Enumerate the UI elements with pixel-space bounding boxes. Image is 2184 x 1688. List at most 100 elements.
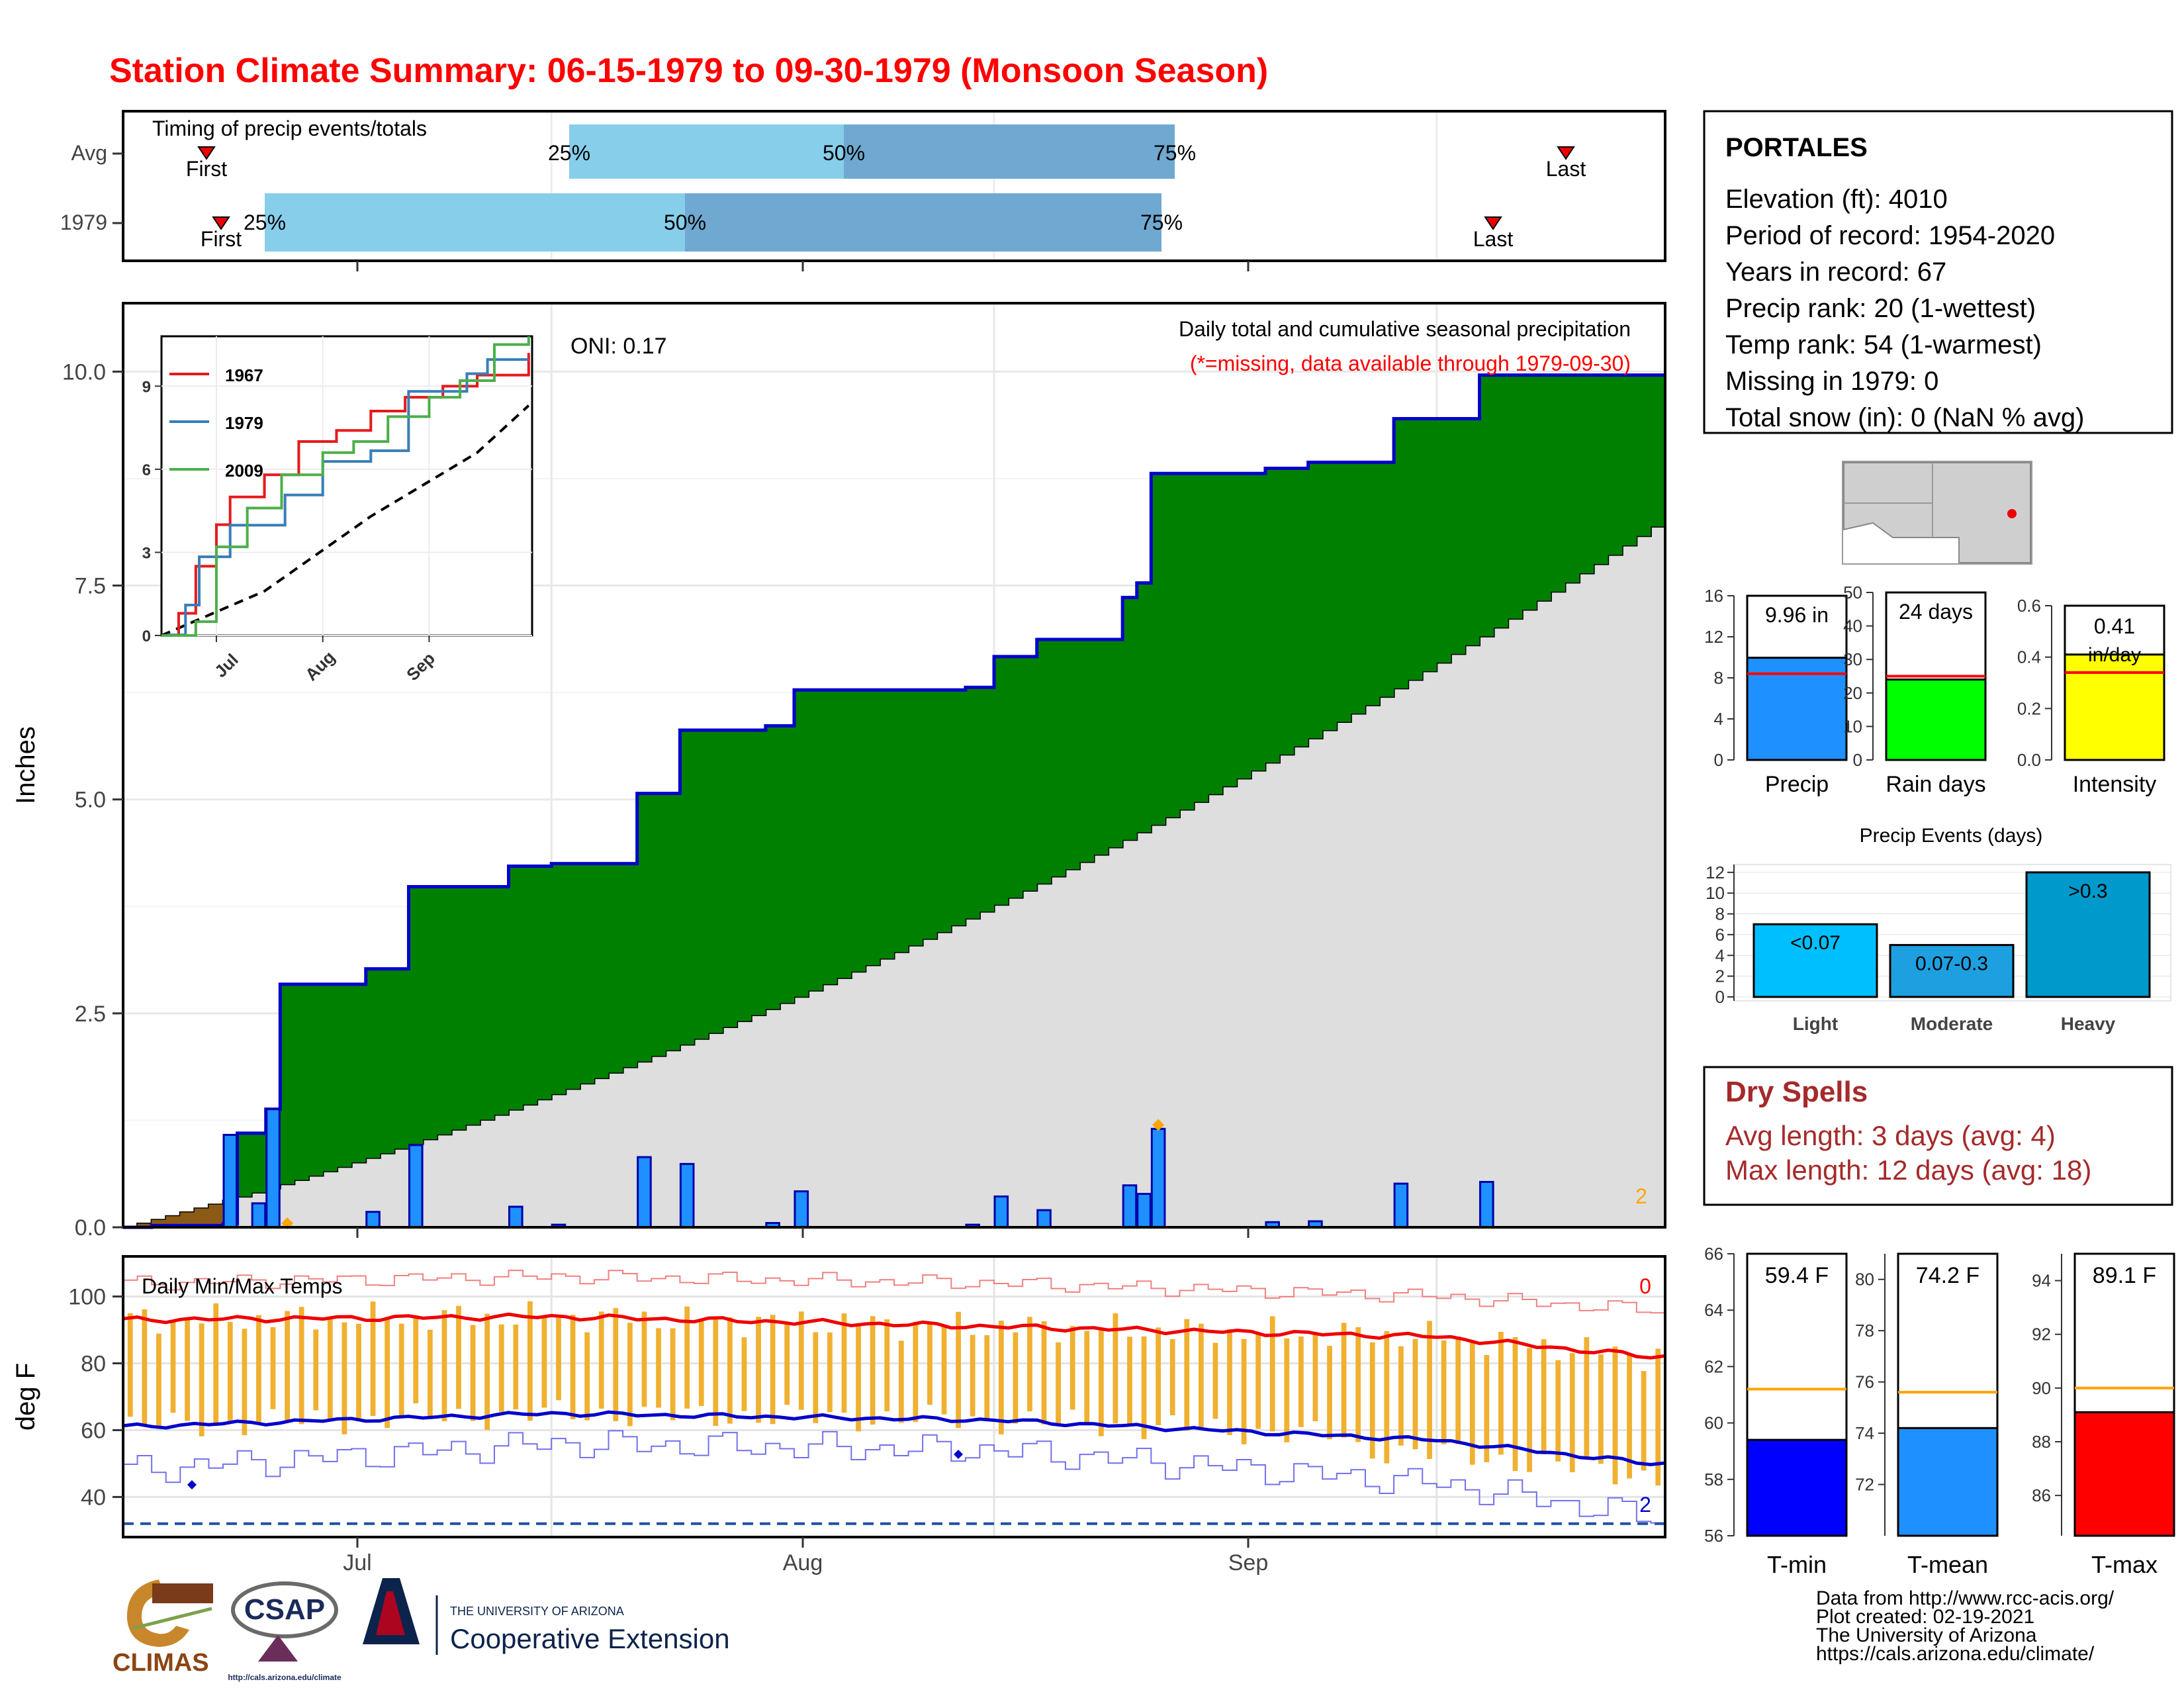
y-tick-label: 72 [1855,1475,1874,1495]
timing-avg-p25: 25% [548,141,590,165]
timing-1979-p25: 25% [244,211,286,234]
temperature-summary-charts: 56 58 60 62 64 66 59.4 F T-min 72 74 76 78 80 74.2 F T… [1704,1244,2175,1578]
daily-temp-range-bar [1212,1342,1218,1419]
daily-temp-range-bar [684,1306,690,1409]
daily-temp-range-bar [670,1328,676,1421]
page-title: Station Climate Summary: 06-15-1979 to 0… [109,52,1268,90]
daily-temp-range-bar [1255,1334,1261,1429]
timing-1979-first-marker [212,216,230,230]
daily-precip-bar [365,1211,381,1229]
timing-1979-last-label: Last [1473,227,1514,251]
footer-line: The University of Arizona [1816,1624,2037,1646]
daily-temp-range-bar [598,1311,604,1409]
daily-temp-range-bar [1555,1360,1561,1462]
daily-temp-range-bar [1627,1354,1632,1479]
daily-precip-bar [993,1195,1009,1229]
daily-precip-bar [679,1162,695,1229]
y-tick-label: 8 [1714,668,1723,688]
record-min-line [123,1430,1666,1524]
daily-temp-range-bar [1598,1354,1604,1464]
timing-avg-first-marker [197,146,216,160]
daily-temp-range-bar [884,1319,890,1412]
daily-temp-range-bar [1412,1338,1418,1450]
inset-series-2009 [161,336,530,637]
daily-temp-range-bar [927,1323,933,1405]
event-bar-label: Heavy [2061,1013,2116,1034]
inset-legend-2009: 2009 [225,461,263,481]
daily-temp-range-bar [484,1313,490,1430]
daily-temp-range-bar [584,1332,590,1421]
dry-spells-avg: Avg length: 3 days (avg: 4) [1725,1120,2056,1151]
daily-temp-range-bar [813,1332,819,1423]
timing-panel: Timing of precip events/totals Avg 1979 … [60,110,1666,271]
daily-temp-range-bar [556,1317,561,1401]
daily-temp-range-bar [856,1326,861,1432]
y-tick-label: 4 [1714,709,1723,729]
bar-label: Intensity [2073,772,2157,797]
dry-spells-title: Dry Spells [1725,1076,1868,1108]
y-tick-label: 0.2 [2017,698,2041,718]
footer-line: Plot created: 02-19-2021 [1816,1606,2034,1628]
daily-temp-range-bar [1298,1336,1304,1427]
daily-temp-range-bar [798,1311,804,1410]
station-line: Elevation (ft): 4010 [1725,185,1948,214]
y-tick-label: 78 [1855,1321,1874,1340]
temp-panel: Daily Min/Max Temps deg F 0 2 406080100 … [11,1255,1666,1575]
dry-spells-box: Dry Spells Avg length: 3 days (avg: 4) M… [1703,1066,2173,1206]
daily-temp-range-bar [1369,1342,1375,1459]
y-tick-label: 58 [1704,1470,1723,1489]
y-tick-label: 40 [1843,616,1862,636]
y-tick-label: 10 [1706,883,1725,903]
daily-temp-range-bar [941,1326,947,1415]
daily-temp-range-bar [398,1323,404,1416]
climas-logo-stroke [132,1607,212,1630]
y-tick-label: 86 [2032,1485,2051,1505]
daily-temp-range-bar [698,1321,704,1406]
daily-temp-range-bar [1384,1331,1390,1464]
dry-spells-frame [1703,1066,2173,1206]
daily-temp-range-bar [456,1305,461,1409]
bar-label: Precip [1765,772,1829,797]
station-line: Temp rank: 54 (1-warmest) [1725,330,2042,359]
inset-legend: 1967 1979 2009 [169,365,263,481]
station-line: Precip rank: 20 (1-wettest) [1725,294,2036,323]
daily-temp-range-bar [1455,1336,1461,1444]
bar-value-text: 24 days [1899,600,1973,624]
daily-temp-range-bar [1284,1338,1290,1442]
daily-precip-bar [1136,1193,1152,1229]
daily-temp-range-bar [1355,1327,1361,1442]
bar-value-text: 89.1 F [2093,1263,2156,1288]
bar-label: T-min [1767,1551,1827,1578]
event-bar-label: Light [1793,1013,1838,1034]
daily-temp-range-bar [527,1301,533,1421]
timing-row-1979-label: 1979 [60,211,107,234]
daily-temp-range-bar [984,1335,990,1419]
daily-temp-range-bar [1469,1340,1475,1465]
y-tick-label: 80 [81,1352,106,1377]
temp-y-label: deg F [11,1363,40,1430]
event-bar [2025,871,2151,998]
timing-1979-bar-high [685,193,1161,252]
daily-temp-range-bar [298,1307,304,1425]
mini-bar-rain-days: 0 10 20 30 40 50 24 days Rain days [1843,583,1987,797]
daily-temp-range-bar [213,1303,219,1425]
y-tick-label: 56 [1704,1526,1723,1546]
daily-temp-range-bar [1527,1348,1532,1472]
timing-1979-last-marker [1484,216,1502,230]
daily-temp-range-bar [427,1329,433,1419]
daily-temp-range-bar [256,1315,261,1425]
event-bar-range: <0.07 [1790,932,1841,954]
timing-avg-first-label: First [186,157,227,181]
average-max-temp-line [122,1312,1666,1360]
y-tick-label: 0.4 [2017,647,2041,667]
y-tick-label: 12 [1704,627,1723,647]
y-tick-label: 12 [1706,863,1725,882]
timing-avg-last-marker [1557,146,1575,160]
daily-temp-range-bar [1027,1317,1032,1412]
bar-label: Rain days [1886,772,1985,797]
missing-count: 2 [1635,1184,1647,1208]
inset-legend-1979: 1979 [225,413,263,433]
y-tick-label: 60 [1704,1413,1723,1433]
y-tick-label: 66 [1704,1244,1723,1264]
